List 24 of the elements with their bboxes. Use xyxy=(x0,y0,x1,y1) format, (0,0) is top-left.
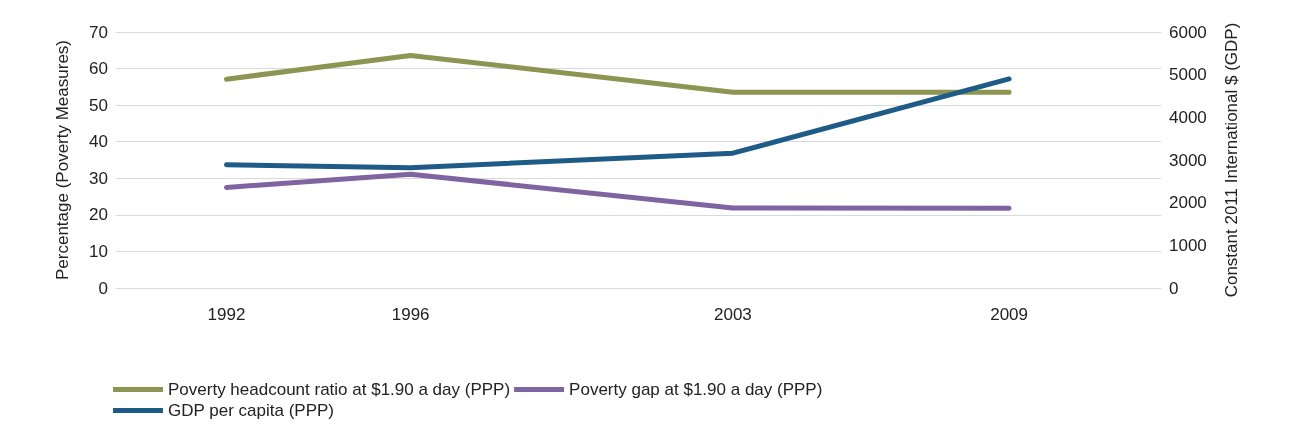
y-tick-label: 40 xyxy=(89,132,108,152)
y2-tick-label: 3000 xyxy=(1169,150,1207,170)
y2-tick-label: 5000 xyxy=(1169,65,1207,85)
y-tick-label: 50 xyxy=(89,95,108,115)
y-tick-label: 0 xyxy=(98,278,108,298)
y-tick-label: 10 xyxy=(89,241,108,261)
y-tick-label: 20 xyxy=(89,205,108,225)
x-tick-label: 2003 xyxy=(713,305,752,324)
y2-tick-label: 4000 xyxy=(1169,107,1207,127)
y-axis-title: Percentage (Poverty Measures) xyxy=(53,40,72,280)
y-tick-label: 70 xyxy=(89,22,108,42)
y2-tick-label: 1000 xyxy=(1169,235,1207,255)
legend-label: Poverty headcount ratio at $1.90 a day (PPP) xyxy=(168,380,511,399)
y2-tick-label: 2000 xyxy=(1169,193,1207,213)
legend-label: GDP per capita (PPP) xyxy=(168,401,334,420)
legend-label: Poverty gap at $1.90 a day (PPP) xyxy=(569,380,823,399)
y2-tick-label: 6000 xyxy=(1169,22,1207,42)
y2-tick-label: 0 xyxy=(1169,278,1179,298)
x-tick-label: 2009 xyxy=(990,305,1028,324)
y2-axis-title: Constant 2011 International $ (GDP) xyxy=(1222,22,1241,298)
y-tick-label: 30 xyxy=(89,168,108,188)
y-tick-label: 60 xyxy=(89,59,108,79)
x-tick-label: 1992 xyxy=(207,305,246,324)
x-tick-label: 1996 xyxy=(391,305,430,324)
